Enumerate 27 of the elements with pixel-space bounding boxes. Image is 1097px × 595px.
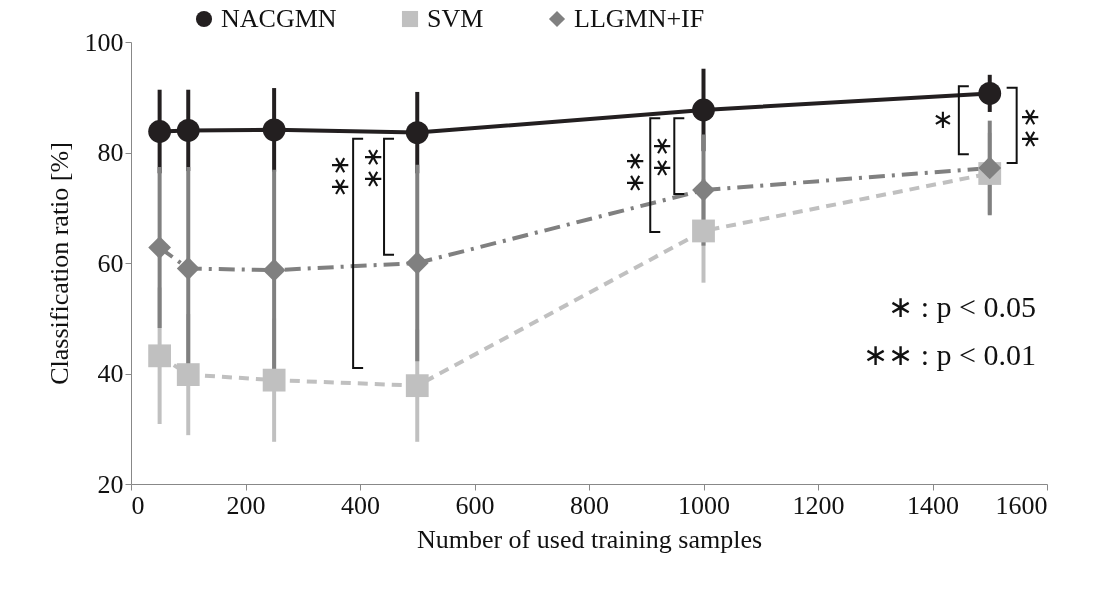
x-tick-label: 1200: [792, 490, 845, 520]
x-tick-label: 400: [341, 490, 380, 520]
annotation: ∗∗: [621, 150, 651, 194]
annotation: ∗∗: [326, 154, 356, 198]
annotation: ∗∗: [359, 146, 389, 190]
annotation: ∗ : p < 0.05: [888, 290, 1036, 323]
x-tick-label: 1000: [678, 490, 730, 520]
legend-label: NACGMN: [221, 4, 337, 33]
legend-label: LLGMN+IF: [574, 4, 705, 33]
y-tick-label: 40: [97, 359, 124, 388]
y-tick-label: 20: [97, 469, 124, 499]
annotation: ∗∗ : p < 0.01: [863, 338, 1036, 371]
y-tick-label: 80: [97, 138, 124, 167]
x-tick-label: 200: [226, 490, 266, 520]
annotation: ∗∗: [648, 135, 678, 179]
x-tick-label: 1400: [907, 490, 959, 520]
x-axis-title: Number of used training samples: [416, 524, 763, 554]
x-tick-label: 800: [570, 490, 609, 520]
annotation: ∗: [932, 105, 954, 134]
y-axis-title: Classification ratio [%]: [44, 142, 74, 385]
x-tick-label: 600: [455, 490, 495, 520]
legend-label: SVM: [427, 4, 484, 33]
y-tick-label: 60: [97, 248, 124, 278]
x-tick-label: 0: [131, 490, 145, 520]
x-tick-label: 1600: [995, 490, 1048, 520]
annotation: ∗∗: [1016, 106, 1046, 150]
y-tick-label: 100: [84, 27, 124, 57]
